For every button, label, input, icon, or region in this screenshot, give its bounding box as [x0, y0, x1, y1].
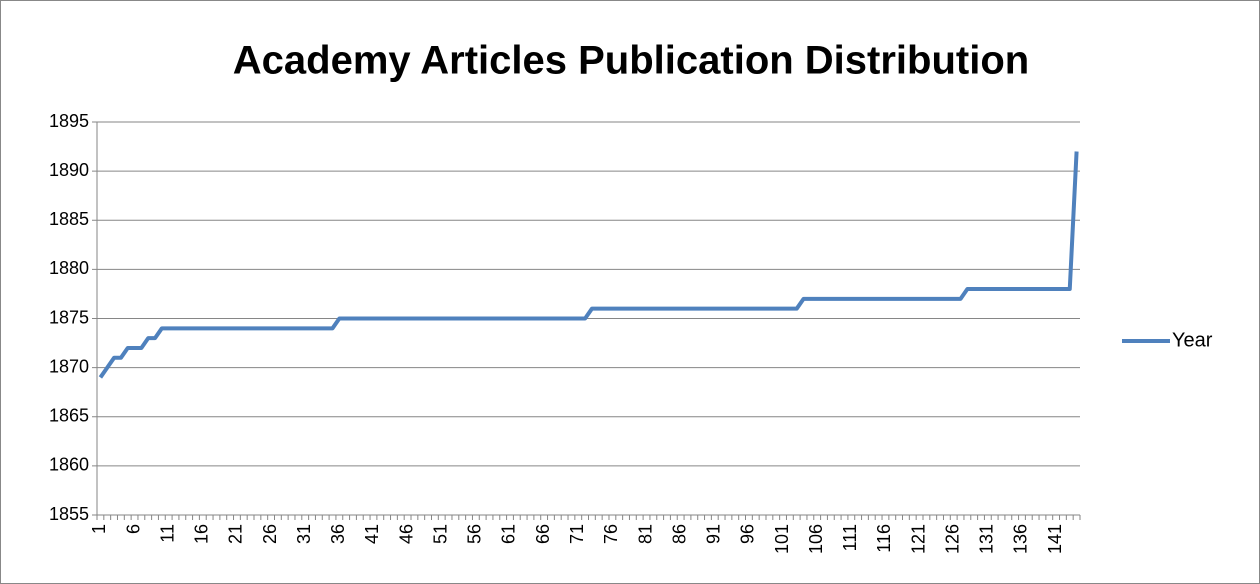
x-tick-label: 71	[567, 524, 587, 544]
x-tick-label: 11	[157, 524, 177, 543]
x-tick-label: 91	[704, 524, 724, 544]
x-tick-label: 81	[635, 524, 655, 544]
x-tick-label: 41	[362, 524, 382, 544]
x-tick-label: 111	[840, 524, 860, 551]
x-tick-label: 31	[294, 524, 314, 544]
x-tick-label: 26	[260, 524, 280, 544]
x-tick-label: 51	[430, 524, 450, 544]
x-tick-label: 126	[942, 524, 962, 554]
x-tick-label: 131	[977, 524, 997, 554]
x-tick-label: 1	[89, 524, 109, 534]
x-tick-label: 101	[772, 524, 792, 554]
y-tick-label: 1855	[49, 504, 89, 524]
x-tick-label: 106	[806, 524, 826, 554]
y-tick-label: 1895	[49, 111, 89, 131]
x-tick-label: 141	[1045, 524, 1065, 554]
x-tick-label: 36	[328, 524, 348, 544]
x-tick-label: 56	[465, 524, 485, 544]
x-tick-label: 136	[1011, 524, 1031, 554]
x-tick-label: 76	[601, 524, 621, 544]
x-tick-label: 66	[533, 524, 553, 544]
x-tick-label: 6	[123, 524, 143, 534]
x-tick-label: 86	[669, 524, 689, 544]
y-tick-label: 1875	[49, 307, 89, 327]
y-tick-label: 1880	[49, 258, 89, 278]
x-tick-label: 46	[396, 524, 416, 544]
x-tick-label: 21	[226, 524, 246, 544]
x-tick-label: 116	[874, 524, 894, 553]
x-tick-label: 16	[192, 524, 212, 544]
legend-label: Year	[1172, 329, 1213, 351]
x-tick-label: 96	[738, 524, 758, 544]
y-tick-label: 1860	[49, 455, 89, 475]
y-tick-label: 1870	[49, 356, 89, 376]
y-tick-label: 1865	[49, 406, 89, 426]
y-tick-label: 1885	[49, 209, 89, 229]
x-tick-label: 61	[499, 524, 519, 544]
x-tick-label: 121	[908, 524, 928, 554]
y-tick-label: 1890	[49, 160, 89, 180]
chart-title: Academy Articles Publication Distributio…	[233, 39, 1029, 83]
data-line	[98, 151, 1079, 379]
